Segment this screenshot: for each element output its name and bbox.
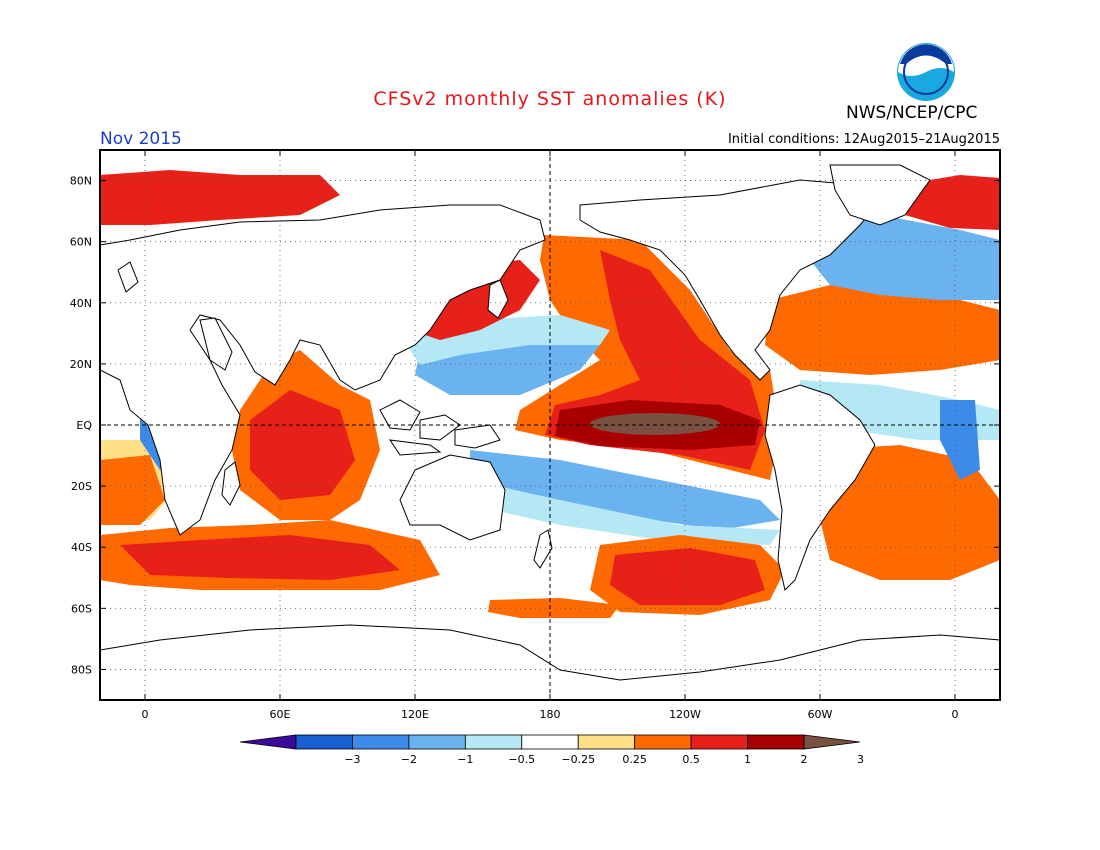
lon-tick-label: 120W (669, 708, 701, 721)
colorbar-label: 0.25 (622, 753, 647, 766)
arctic-warm-east (900, 175, 1000, 230)
colorbar-label: 0.5 (682, 753, 700, 766)
colorbar-label: 1 (744, 753, 751, 766)
valid-month-label: Nov 2015 (100, 129, 182, 149)
initial-conditions-label: Initial conditions: 12Aug2015–21Aug2015 (727, 132, 1000, 147)
nino-core-extreme (590, 413, 720, 435)
south-pacific-cool-anomaly (470, 450, 780, 530)
north-atlantic-warm-anomaly (765, 285, 1000, 375)
colorbar-label: −1 (457, 753, 473, 766)
colorbar-label: −3 (344, 753, 360, 766)
arctic-warm-west (100, 170, 340, 225)
chart-title: CFSv2 monthly SST anomalies (K) (373, 88, 727, 110)
longitude-labels: 0 60E 120E 180 120W 60W 0 (142, 708, 959, 721)
colorbar-label: −2 (401, 753, 417, 766)
lat-tick-label: 20S (71, 480, 92, 493)
colorbar-box (634, 734, 692, 750)
lon-tick-label: 120E (401, 708, 429, 721)
north-atlantic-cool-anomaly (810, 215, 1000, 300)
colorbar: −3 −2 −1 −0.5 −0.25 0.25 0.5 1 2 3 (239, 734, 864, 766)
lon-tick-label: 180 (540, 708, 561, 721)
lat-tick-label: 80S (71, 663, 92, 676)
south-pacific-strong-anomaly (610, 548, 765, 605)
southern-ocean-warm-band (488, 598, 620, 618)
agency-label: NWS/NCEP/CPC (846, 103, 978, 123)
lat-tick-label: 40S (71, 541, 92, 554)
lat-tick-label: EQ (76, 419, 92, 432)
south-pacific-cool-light (470, 480, 780, 545)
lat-tick-label: 60N (70, 236, 92, 249)
colorbar-box (690, 734, 748, 750)
lat-tick-label: 40N (70, 297, 92, 310)
south-atlantic-west-warm (100, 455, 165, 525)
colorbar-box (577, 734, 636, 750)
colorbar-label: −0.25 (561, 753, 595, 766)
colorbar-low-triangle (239, 734, 297, 750)
latitude-labels: 80N 60N 40N 20N EQ 20S 40S 60S 80S (70, 175, 93, 677)
south-indian-strong-band (120, 535, 400, 580)
colorbar-box (464, 734, 523, 750)
colorbar-box (352, 734, 410, 750)
lat-tick-label: 60S (71, 602, 92, 615)
lon-tick-label: 60E (270, 708, 291, 721)
colorbar-box (747, 734, 805, 750)
axis-ticks (100, 150, 1000, 700)
eastern-atlantic-cool (940, 400, 980, 480)
lon-tick-label: 0 (952, 708, 959, 721)
indian-ocean-strong-anomaly (250, 390, 355, 500)
lat-tick-label: 80N (70, 175, 92, 188)
colorbar-box (408, 734, 466, 750)
noaa-logo-icon: NOAA (897, 43, 955, 101)
colorbar-label: 3 (857, 753, 864, 766)
reference-lines (100, 150, 1000, 700)
svg-text:NOAA: NOAA (912, 59, 941, 69)
south-atlantic-warm-anomaly (820, 445, 1000, 580)
colorbar-box (521, 734, 579, 750)
lon-tick-label: 0 (142, 708, 149, 721)
land-masses (100, 164, 1000, 700)
colorbar-label: −0.5 (508, 753, 535, 766)
lat-tick-label: 20N (70, 358, 92, 371)
lon-tick-label: 60W (808, 708, 833, 721)
colorbar-box (295, 734, 353, 750)
colorbar-label: 2 (801, 753, 808, 766)
colorbar-high-triangle (803, 734, 861, 750)
